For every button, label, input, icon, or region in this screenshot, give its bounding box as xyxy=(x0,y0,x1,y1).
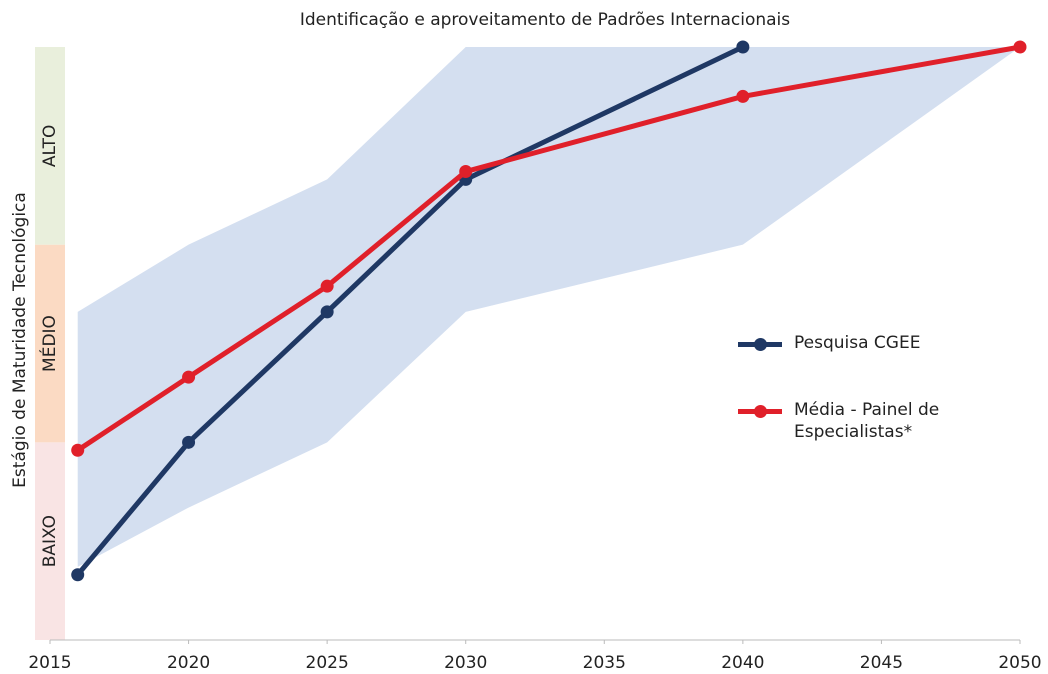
legend-label: Pesquisa CGEE xyxy=(794,333,921,353)
y-axis-label: Estágio de Maturidade Tecnológica xyxy=(10,192,30,488)
legend-label: Média - Painel de Especialistas* xyxy=(794,400,940,442)
x-tick-label: 2045 xyxy=(860,653,903,673)
maturity-label: ALTO xyxy=(40,125,60,168)
x-tick-label: 2035 xyxy=(583,653,626,673)
maturity-band xyxy=(35,244,65,443)
series-marker xyxy=(320,279,334,293)
series-marker xyxy=(459,165,473,179)
range-area xyxy=(77,47,1020,567)
x-tick-label: 2040 xyxy=(721,653,764,673)
series-marker xyxy=(71,568,85,582)
x-tick-label: 2015 xyxy=(28,653,71,673)
legend-swatch xyxy=(738,332,782,356)
series-marker xyxy=(182,370,196,384)
x-tick-label: 2030 xyxy=(444,653,487,673)
series-marker xyxy=(736,89,750,103)
x-tick-label: 2020 xyxy=(167,653,210,673)
maturity-label: BAIXO xyxy=(40,515,60,567)
series-marker xyxy=(1013,40,1027,54)
series-line xyxy=(76,44,1021,453)
maturity-band xyxy=(35,442,65,640)
maturity-band xyxy=(35,47,65,245)
maturity-label: MÉDIO xyxy=(38,315,60,372)
x-tick-label: 2025 xyxy=(306,653,349,673)
series-marker xyxy=(320,305,334,319)
series-marker xyxy=(71,443,85,457)
legend-item: Pesquisa CGEE xyxy=(738,332,974,356)
x-tick-label: 2050 xyxy=(998,653,1041,673)
chart-title: Identificação e aproveitamento de Padrõe… xyxy=(300,10,790,30)
series-marker xyxy=(182,435,196,449)
series-marker xyxy=(736,40,750,54)
legend-item: Média - Painel de Especialistas* xyxy=(738,399,974,443)
legend-swatch xyxy=(738,399,782,423)
